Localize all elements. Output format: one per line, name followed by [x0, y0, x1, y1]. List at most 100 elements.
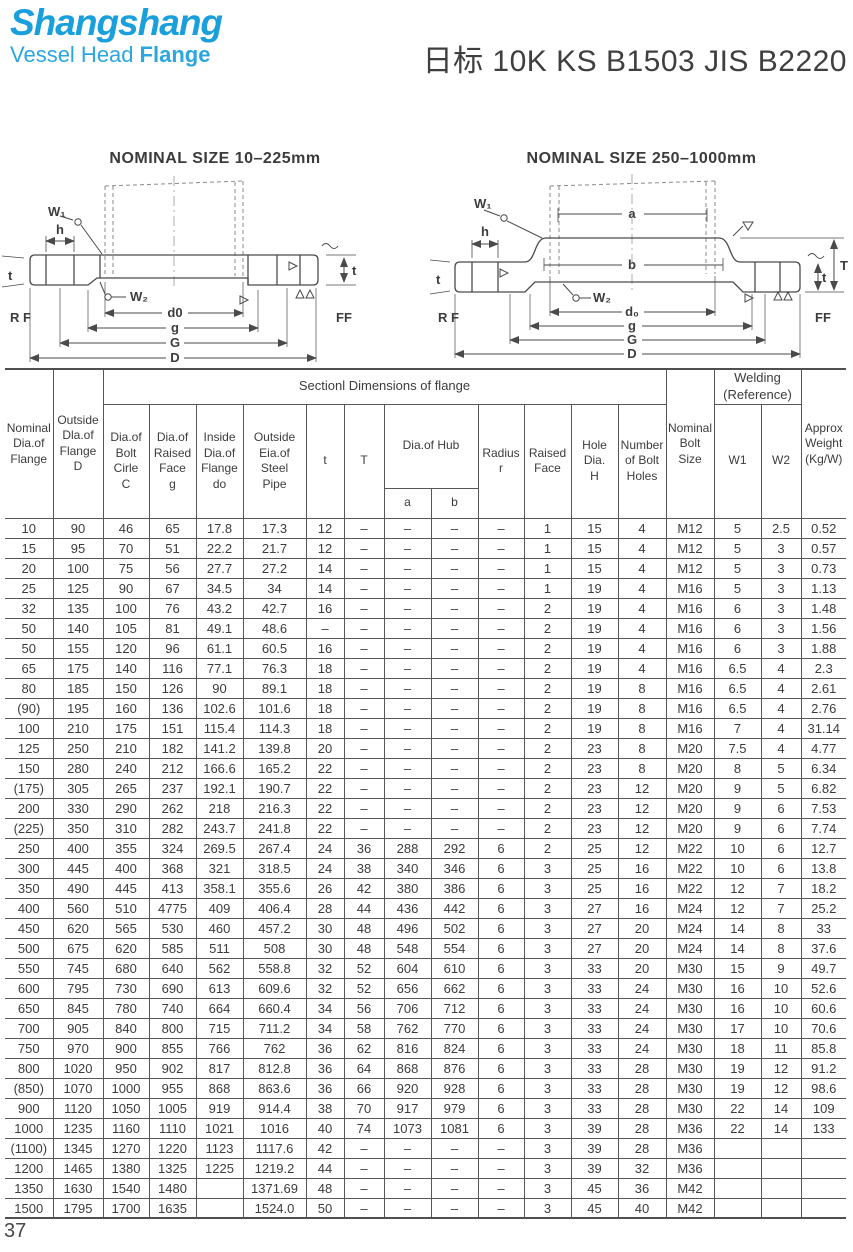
table-cell: 14: [305, 557, 345, 579]
table-cell: 33: [800, 917, 846, 939]
table-cell: 12: [760, 1077, 802, 1099]
table-row: 32 135 100 76 43.2 42.7 16– – – –2 19 4 M16 6 3 1.48: [5, 597, 846, 619]
label-t-right: t: [822, 270, 827, 285]
table-cell: 4: [617, 617, 667, 639]
table-cell: 70.6: [800, 1017, 846, 1039]
table-cell: 511: [195, 937, 244, 959]
table-cell: 745: [52, 957, 104, 979]
table-cell: –: [343, 537, 385, 559]
table-cell: 690: [148, 977, 197, 999]
table-cell: –: [343, 817, 385, 839]
table-cell: –: [430, 637, 479, 659]
table-cell: 928: [430, 1077, 479, 1099]
table-cell: 4: [760, 657, 802, 679]
table-cell: 140: [52, 617, 104, 639]
table-cell: 18: [305, 657, 345, 679]
label-b: b: [628, 257, 636, 272]
table-cell: 192.1: [195, 777, 244, 799]
table-cell: 5: [760, 757, 802, 779]
table-cell: 56: [148, 557, 197, 579]
table-cell: 6: [477, 997, 525, 1019]
weld-symbols: [239, 243, 339, 305]
table-cell: 120: [102, 637, 150, 659]
table-cell: 3: [760, 597, 802, 619]
table-row: (225) 350 310 282 243.7 241.8 22– – – –2 23 12 M20 9 6…: [5, 817, 846, 839]
table-cell: 37.6: [800, 937, 846, 959]
label-ff: FF: [815, 310, 831, 325]
table-cell: 6: [713, 617, 762, 639]
table-cell: 24: [617, 997, 667, 1019]
table-cell: 917: [383, 1097, 432, 1119]
table-cell: 664: [195, 997, 244, 1019]
table-cell: 6.5: [713, 657, 762, 679]
flange-cross-section: [454, 237, 801, 293]
table-cell: –: [383, 577, 432, 599]
table-cell: 33: [570, 997, 619, 1019]
table-cell: 33: [570, 1037, 619, 1059]
table-cell: 22: [305, 817, 345, 839]
table-cell: –: [305, 617, 345, 639]
table-cell: 22: [713, 1097, 762, 1119]
table-cell: 3: [523, 877, 572, 899]
table-cell: 558.8: [242, 957, 307, 979]
table-cell: 406.4: [242, 897, 307, 919]
table-cell: 20: [617, 917, 667, 939]
table-cell: 711.2: [242, 1017, 307, 1039]
table-cell: 400: [102, 857, 150, 879]
table-cell: 22: [305, 757, 345, 779]
table-cell: 6.82: [800, 777, 846, 799]
table-cell: 25: [570, 837, 619, 859]
table-cell: [800, 1137, 846, 1159]
col-inside-dia: Inside Dia.of Flange do: [195, 403, 244, 519]
table-cell: 27: [570, 917, 619, 939]
table-cell: 460: [195, 917, 244, 939]
diagram-small-title: NOMINAL SIZE 10–225mm: [109, 150, 321, 167]
table-cell: –: [430, 557, 479, 579]
table-row: 150 280 240 212 166.6 165.2 22– – – –2 23 8 M20 8 5 6.3…: [5, 757, 846, 779]
table-row: 400 560 510 4775 409 406.4 28 44 436 442 6 3 27 16 M24…: [5, 897, 846, 919]
table-cell: 1225: [195, 1157, 244, 1179]
table-cell: 4: [760, 677, 802, 699]
table-cell: 620: [52, 917, 104, 939]
table-cell: –: [343, 637, 385, 659]
table-cell: M12: [665, 537, 715, 559]
label-h: h: [56, 222, 64, 237]
table-cell: [760, 1137, 802, 1159]
table-cell: 816: [383, 1037, 432, 1059]
table-cell: 2: [523, 617, 572, 639]
col-hub-a: a: [383, 487, 432, 519]
table-cell: 52.6: [800, 977, 846, 999]
table-cell: M30: [665, 1077, 715, 1099]
table-cell: 18: [713, 1037, 762, 1059]
label-w1: W₁: [48, 204, 66, 219]
table-cell: 1: [523, 537, 572, 559]
table-cell: –: [383, 517, 432, 539]
table-cell: 1117.6: [242, 1137, 307, 1159]
table-row: 10 90 46 65 17.8 17.3 12– – – –1 15 4 M12 5 2.5 0.52: [5, 517, 846, 539]
table-cell: 24: [305, 857, 345, 879]
table-cell: 1123: [195, 1137, 244, 1159]
table-cell: 3: [523, 1097, 572, 1119]
table-cell: M36: [665, 1157, 715, 1179]
table-cell: 914.4: [242, 1097, 307, 1119]
table-cell: 565: [102, 917, 150, 939]
table-cell: 15: [713, 957, 762, 979]
table-cell: 10: [5, 517, 54, 539]
table-cell: 20: [617, 937, 667, 959]
table-row: 1200 1465 1380 1325 1225 1219.2 44– – – –3 39 32 M36: [5, 1157, 846, 1179]
table-cell: M30: [665, 1097, 715, 1119]
table-cell: 610: [430, 957, 479, 979]
table-cell: 3: [523, 1017, 572, 1039]
table-cell: 19: [570, 657, 619, 679]
table-cell: –: [430, 797, 479, 819]
table-cell: 33: [570, 1097, 619, 1119]
logo-tagline-vessel-head: Vessel Head: [10, 42, 134, 67]
table-cell: 4: [617, 557, 667, 579]
table-cell: 920: [383, 1077, 432, 1099]
table-cell: 656: [383, 977, 432, 999]
table-cell: –: [477, 697, 525, 719]
col-group-hub: Dia.of Hub: [383, 403, 479, 489]
table-cell: 3: [523, 1057, 572, 1079]
table-cell: –: [343, 1157, 385, 1179]
table-cell: 19: [570, 617, 619, 639]
